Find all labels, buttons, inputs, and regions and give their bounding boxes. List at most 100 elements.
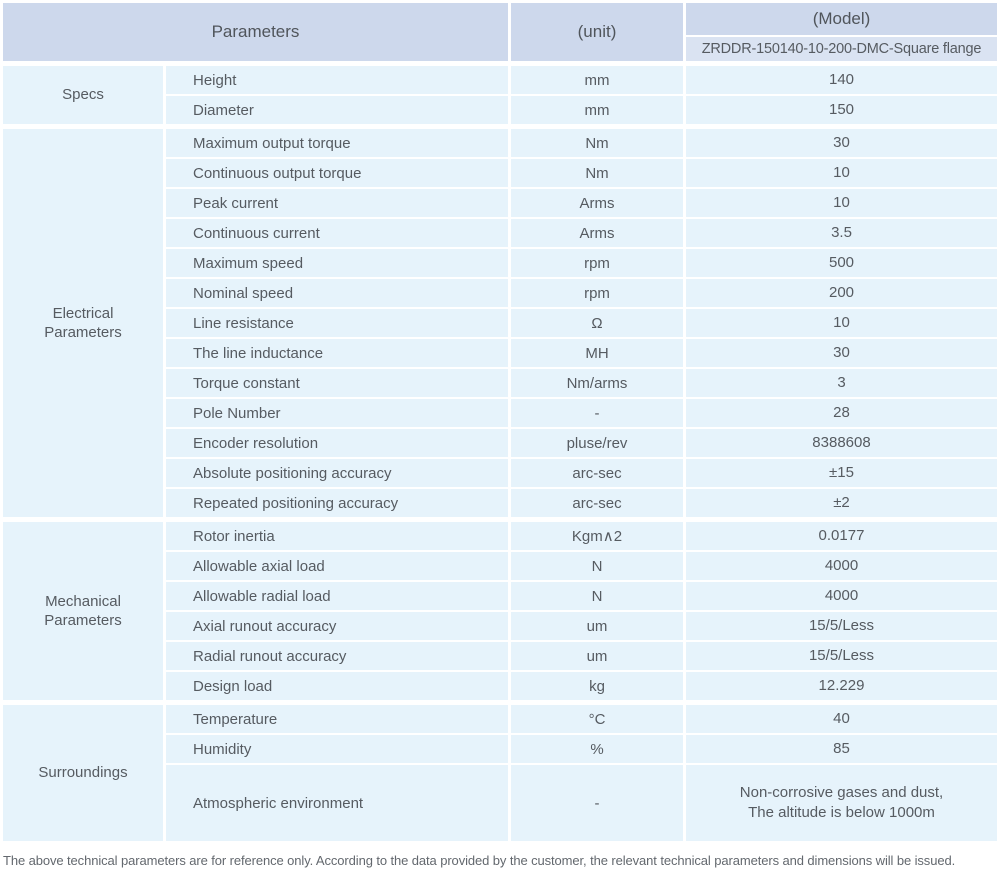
unit-cell: pluse/rev bbox=[511, 429, 683, 457]
table-row: Allowable axial load N 4000 bbox=[166, 552, 997, 580]
section-specs: Specs Height mm 140 Diameter mm 150 bbox=[3, 66, 997, 124]
unit-cell: Arms bbox=[511, 219, 683, 247]
unit-cell: rpm bbox=[511, 249, 683, 277]
unit-cell: - bbox=[511, 399, 683, 427]
param-name-cell: Temperature bbox=[166, 705, 508, 733]
category-cell: Electrical Parameters bbox=[3, 129, 163, 517]
unit-cell: N bbox=[511, 582, 683, 610]
table-row: Allowable radial load N 4000 bbox=[166, 582, 997, 610]
param-name-cell: Absolute positioning accuracy bbox=[166, 459, 508, 487]
section-rows: Maximum output torque Nm 30 Continuous o… bbox=[166, 129, 997, 517]
table-row: Torque constant Nm/arms 3 bbox=[166, 369, 997, 397]
param-name-cell: Maximum output torque bbox=[166, 129, 508, 157]
unit-cell: um bbox=[511, 612, 683, 640]
table-row: Continuous output torque Nm 10 bbox=[166, 159, 997, 187]
footnote-text: The above technical parameters are for r… bbox=[3, 853, 956, 868]
table-row: Continuous current Arms 3.5 bbox=[166, 219, 997, 247]
value-cell: 3 bbox=[686, 369, 997, 397]
header-model-label: (Model) bbox=[686, 3, 997, 35]
unit-cell: mm bbox=[511, 96, 683, 124]
table-row: Radial runout accuracy um 15/5/Less bbox=[166, 642, 997, 670]
unit-cell: Ω bbox=[511, 309, 683, 337]
table-row: Rotor inertia Kgm∧2 0.0177 bbox=[166, 522, 997, 550]
param-name-cell: Humidity bbox=[166, 735, 508, 763]
param-name-cell: Allowable axial load bbox=[166, 552, 508, 580]
table-row: Line resistance Ω 10 bbox=[166, 309, 997, 337]
value-cell: 12.229 bbox=[686, 672, 997, 700]
unit-cell: °C bbox=[511, 705, 683, 733]
unit-cell: Kgm∧2 bbox=[511, 522, 683, 550]
value-cell: 30 bbox=[686, 129, 997, 157]
table-row: Height mm 140 bbox=[166, 66, 997, 94]
section-rows: Rotor inertia Kgm∧2 0.0177 Allowable axi… bbox=[166, 522, 997, 700]
value-cell: 140 bbox=[686, 66, 997, 94]
value-cell: 85 bbox=[686, 735, 997, 763]
unit-cell: arc-sec bbox=[511, 459, 683, 487]
value-cell: 10 bbox=[686, 159, 997, 187]
value-cell: 500 bbox=[686, 249, 997, 277]
value-cell: 200 bbox=[686, 279, 997, 307]
value-cell: 15/5/Less bbox=[686, 612, 997, 640]
param-name-cell: Peak current bbox=[166, 189, 508, 217]
header-parameters: Parameters bbox=[3, 3, 508, 61]
param-name-cell: Axial runout accuracy bbox=[166, 612, 508, 640]
param-name-cell: Torque constant bbox=[166, 369, 508, 397]
value-cell: 8388608 bbox=[686, 429, 997, 457]
param-name-cell: Height bbox=[166, 66, 508, 94]
value-cell: 40 bbox=[686, 705, 997, 733]
table-row: Absolute positioning accuracy arc-sec ±1… bbox=[166, 459, 997, 487]
param-name-cell: The line inductance bbox=[166, 339, 508, 367]
value-cell: 0.0177 bbox=[686, 522, 997, 550]
param-name-cell: Continuous current bbox=[166, 219, 508, 247]
section-mechanical-parameters: Mechanical Parameters Rotor inertia Kgm∧… bbox=[3, 522, 997, 700]
section-rows: Height mm 140 Diameter mm 150 bbox=[166, 66, 997, 124]
value-cell: ±15 bbox=[686, 459, 997, 487]
unit-cell: Nm bbox=[511, 129, 683, 157]
section-surroundings: Surroundings Temperature °C 40 Humidity … bbox=[3, 705, 997, 841]
param-name-cell: Allowable radial load bbox=[166, 582, 508, 610]
category-cell: Mechanical Parameters bbox=[3, 522, 163, 700]
value-cell: ±2 bbox=[686, 489, 997, 517]
table-row: Pole Number - 28 bbox=[166, 399, 997, 427]
param-name-cell: Design load bbox=[166, 672, 508, 700]
unit-cell: kg bbox=[511, 672, 683, 700]
param-name-cell: Line resistance bbox=[166, 309, 508, 337]
section-rows: Temperature °C 40 Humidity % 85 Atmosphe… bbox=[166, 705, 997, 841]
unit-cell: arc-sec bbox=[511, 489, 683, 517]
header-unit: (unit) bbox=[511, 3, 683, 61]
param-name-cell: Repeated positioning accuracy bbox=[166, 489, 508, 517]
category-cell: Surroundings bbox=[3, 705, 163, 841]
section-electrical-parameters: Electrical Parameters Maximum output tor… bbox=[3, 129, 997, 517]
value-cell: 3.5 bbox=[686, 219, 997, 247]
value-cell: 4000 bbox=[686, 582, 997, 610]
unit-cell: MH bbox=[511, 339, 683, 367]
table-row: Peak current Arms 10 bbox=[166, 189, 997, 217]
table-row: Repeated positioning accuracy arc-sec ±2 bbox=[166, 489, 997, 517]
value-cell: 10 bbox=[686, 309, 997, 337]
unit-cell: rpm bbox=[511, 279, 683, 307]
unit-cell: Arms bbox=[511, 189, 683, 217]
unit-cell: mm bbox=[511, 66, 683, 94]
unit-cell: - bbox=[511, 765, 683, 841]
param-name-cell: Continuous output torque bbox=[166, 159, 508, 187]
value-cell: 30 bbox=[686, 339, 997, 367]
table-row: Maximum speed rpm 500 bbox=[166, 249, 997, 277]
value-cell: Non-corrosive gases and dust, The altitu… bbox=[686, 765, 997, 841]
table-row: Humidity % 85 bbox=[166, 735, 997, 763]
table-header: Parameters (unit) (Model) ZRDDR-150140-1… bbox=[3, 3, 997, 61]
unit-cell: N bbox=[511, 552, 683, 580]
value-cell: 28 bbox=[686, 399, 997, 427]
unit-cell: um bbox=[511, 642, 683, 670]
value-cell: 4000 bbox=[686, 552, 997, 580]
table-row: Maximum output torque Nm 30 bbox=[166, 129, 997, 157]
spec-sheet-page: Parameters (unit) (Model) ZRDDR-150140-1… bbox=[0, 3, 1000, 886]
value-cell: 15/5/Less bbox=[686, 642, 997, 670]
param-name-cell: Nominal speed bbox=[166, 279, 508, 307]
value-cell: 150 bbox=[686, 96, 997, 124]
param-name-cell: Encoder resolution bbox=[166, 429, 508, 457]
param-name-cell: Diameter bbox=[166, 96, 508, 124]
header-model-value: ZRDDR-150140-10-200-DMC-Square flange bbox=[686, 37, 997, 61]
param-name-cell: Rotor inertia bbox=[166, 522, 508, 550]
unit-cell: Nm bbox=[511, 159, 683, 187]
param-name-cell: Atmospheric environment bbox=[166, 765, 508, 841]
